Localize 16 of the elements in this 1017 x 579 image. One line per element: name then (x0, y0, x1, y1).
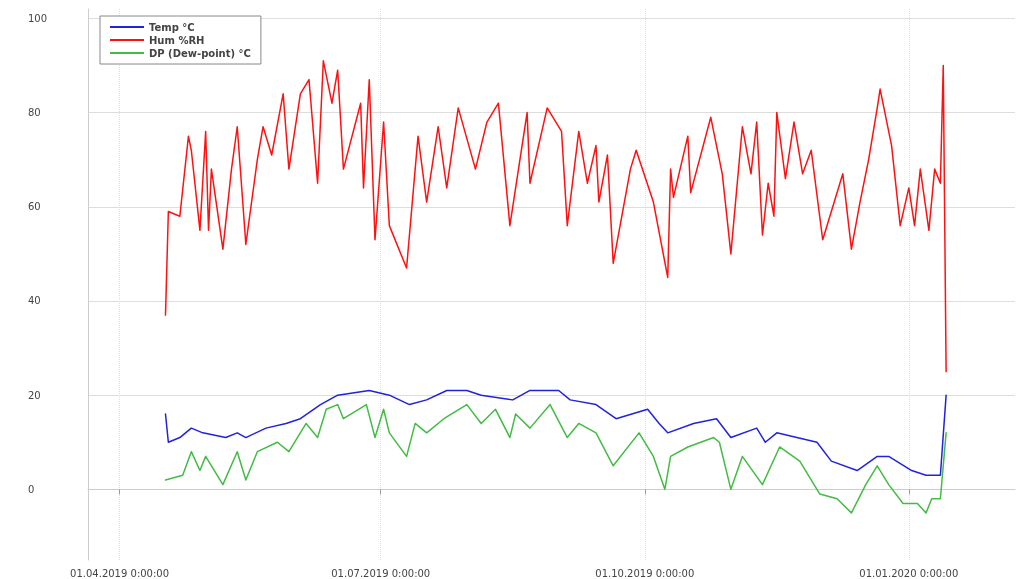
line-series (164, 403, 947, 514)
legend-label: DP (Dew-point) °C (149, 47, 251, 59)
y-tick-label: 100 (28, 12, 48, 24)
y-tick-label: 60 (28, 201, 41, 213)
line-series (164, 60, 947, 373)
y-tick-label: 20 (28, 389, 41, 401)
legend-label: Hum %RH (149, 34, 205, 46)
legend-label: Temp °C (149, 21, 195, 33)
x-tick-label: 01.04.2019 0:00:00 (70, 567, 170, 579)
x-tick-label: 01.10.2019 0:00:00 (595, 567, 695, 579)
x-tick-label: 01.07.2019 0:00:00 (331, 567, 431, 579)
y-tick-label: 80 (28, 107, 41, 119)
x-tick-label: 01.01.2020 0:00:00 (859, 567, 959, 579)
line-series (164, 389, 947, 476)
y-tick-label: 40 (28, 295, 41, 307)
y-tick-label: 0 (28, 483, 35, 495)
